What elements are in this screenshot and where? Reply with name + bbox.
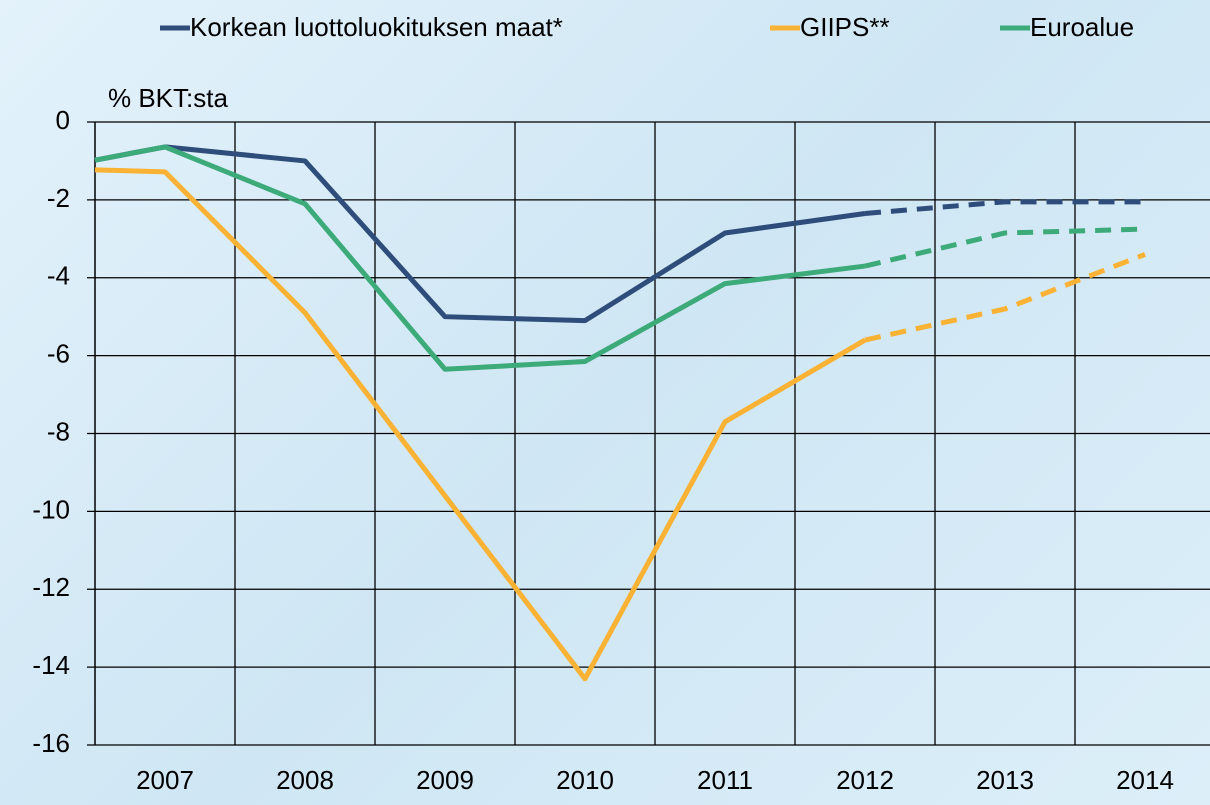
x-tick-label: 2013: [976, 765, 1034, 795]
x-tick-label: 2014: [1116, 765, 1174, 795]
legend-label: GIIPS**: [800, 12, 890, 42]
y-tick-label: -8: [47, 416, 70, 446]
x-tick-label: 2008: [276, 765, 334, 795]
x-tick-label: 2012: [836, 765, 894, 795]
y-tick-label: -4: [47, 261, 70, 291]
y-tick-label: -6: [47, 339, 70, 369]
series-line: [94, 144, 866, 324]
y-tick-label: -12: [32, 572, 70, 602]
series-line-forecast: [864, 252, 1146, 343]
y-tick-label: -10: [32, 494, 70, 524]
x-tick-label: 2011: [697, 765, 753, 795]
series-line-forecast: [864, 199, 1145, 216]
y-axis-label: % BKT:sta: [108, 83, 228, 113]
x-tick-label: 2009: [416, 765, 474, 795]
legend-label: Euroalue: [1030, 12, 1134, 42]
series-line-forecast: [864, 226, 1146, 269]
series-line: [94, 167, 867, 682]
y-tick-label: -14: [32, 650, 70, 680]
x-tick-label: 2010: [556, 765, 614, 795]
y-tick-label: -16: [32, 728, 70, 758]
x-tick-label: 2007: [136, 765, 194, 795]
y-tick-label: -2: [47, 183, 70, 213]
series-line: [94, 144, 866, 372]
y-tick-label: 0: [56, 105, 70, 135]
legend-label: Korkean luottoluokituksen maat*: [190, 12, 563, 42]
